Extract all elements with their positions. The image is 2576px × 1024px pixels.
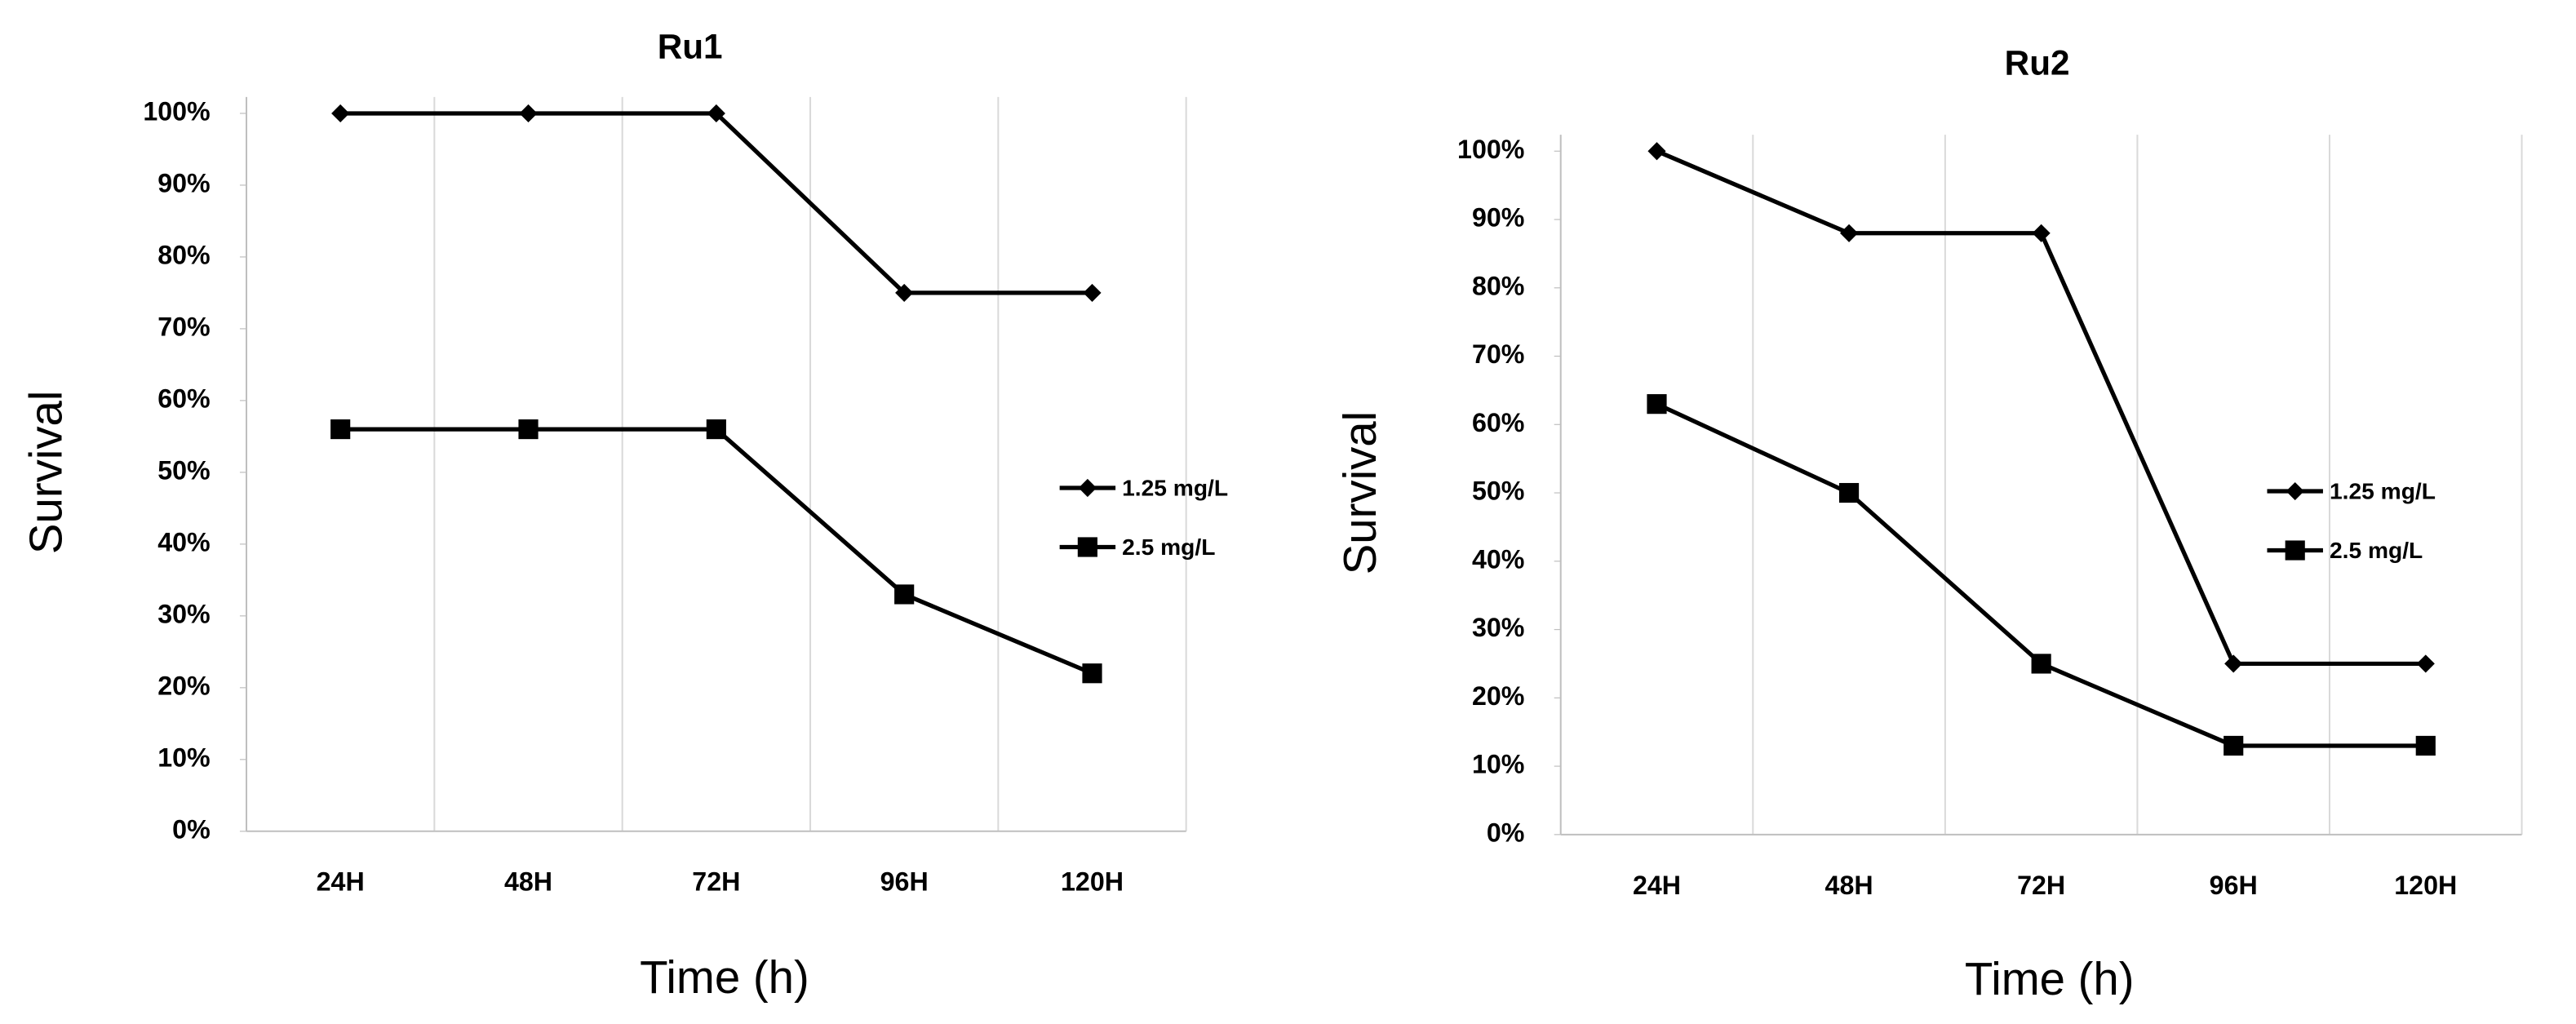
marker [330, 419, 351, 440]
y-tick-label: 50% [157, 455, 210, 485]
y-tick-label: 100% [1457, 135, 1524, 164]
marker [331, 104, 350, 123]
legend-label: 2.5 mg/L [1122, 534, 1215, 560]
chart-title: Ru2 [2005, 44, 2070, 82]
y-tick-label: 50% [1472, 477, 1524, 506]
x-axis-label: Time (h) [640, 951, 809, 1003]
marker [2032, 224, 2051, 242]
y-tick-label: 30% [1472, 613, 1524, 642]
marker [707, 104, 725, 123]
legend-label: 2.5 mg/L [2330, 537, 2423, 563]
x-tick-label: 96H [2210, 871, 2258, 900]
x-tick-label: 120H [1061, 867, 1124, 897]
marker [2224, 654, 2243, 673]
marker [2031, 654, 2051, 674]
y-tick-label: 20% [1472, 681, 1524, 711]
legend-marker [1077, 537, 1097, 557]
y-tick-label: 40% [157, 527, 210, 556]
legend-label: 1.25 mg/L [1122, 474, 1228, 500]
marker [894, 584, 915, 605]
y-tick-label: 80% [1472, 271, 1524, 300]
y-tick-label: 90% [1472, 203, 1524, 233]
legend-marker [2285, 540, 2305, 561]
marker [1647, 394, 1667, 414]
x-tick-label: 72H [2017, 871, 2065, 900]
y-tick-label: 10% [1472, 750, 1524, 779]
y-tick-label: 80% [157, 240, 210, 269]
y-tick-label: 90% [157, 168, 210, 197]
marker [2224, 735, 2244, 756]
series-line [340, 427, 1093, 676]
x-tick-label: 48H [1825, 871, 1873, 900]
marker [895, 283, 914, 302]
y-tick-label: 0% [172, 814, 211, 844]
marker [2415, 735, 2436, 756]
x-tick-label: 72H [692, 867, 740, 897]
marker [1082, 663, 1102, 684]
marker [1647, 142, 1666, 161]
y-tick-label: 20% [157, 671, 210, 700]
marker [1083, 283, 1102, 302]
x-axis-label: Time (h) [1965, 953, 2135, 1004]
series-line [1656, 401, 2426, 748]
legend-marker [1078, 478, 1097, 498]
y-tick-label: 0% [1487, 818, 1525, 847]
marker [2416, 654, 2435, 673]
marker [519, 104, 538, 123]
series-line [340, 111, 1093, 295]
x-tick-label: 96H [880, 867, 929, 897]
y-axis-label: Survival [1334, 411, 1386, 574]
x-tick-label: 24H [1633, 871, 1681, 900]
x-tick-label: 48H [504, 867, 552, 897]
y-axis-label: Survival [20, 391, 71, 554]
marker [706, 419, 726, 440]
y-tick-label: 10% [157, 743, 210, 772]
legend-label: 1.25 mg/L [2330, 477, 2436, 503]
y-tick-label: 70% [1472, 339, 1524, 369]
x-tick-label: 120H [2394, 871, 2457, 900]
x-tick-label: 24H [317, 867, 365, 897]
y-tick-label: 70% [157, 312, 210, 341]
y-tick-label: 30% [157, 599, 210, 628]
marker [1840, 224, 1859, 242]
legend-marker [2286, 481, 2304, 501]
y-tick-label: 40% [1472, 544, 1524, 574]
y-tick-label: 60% [157, 383, 210, 413]
marker [1838, 482, 1860, 503]
marker [518, 419, 539, 440]
y-tick-label: 100% [143, 96, 210, 126]
y-tick-label: 60% [1472, 408, 1524, 437]
chart-title: Ru1 [658, 28, 723, 66]
